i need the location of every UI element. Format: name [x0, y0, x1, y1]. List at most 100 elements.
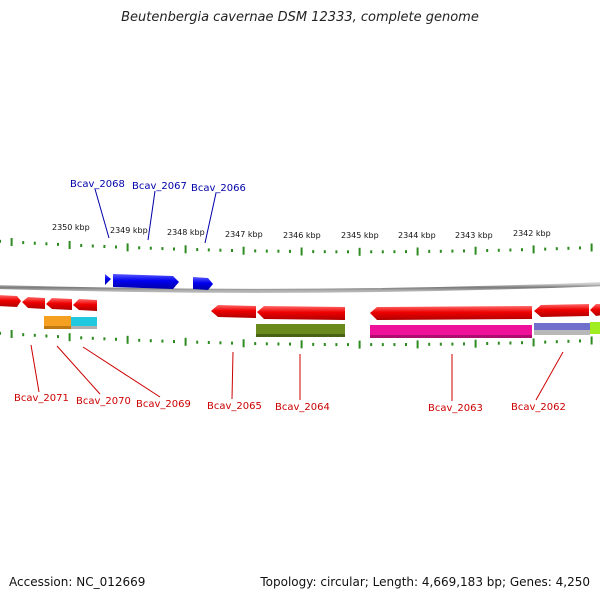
major-tick-top: [242, 246, 245, 255]
minor-tick-top: [103, 245, 106, 248]
minor-tick-top: [393, 250, 396, 254]
scale-label-2350kbp: 2350 kbp: [52, 223, 90, 232]
leader-line-bcav-2066: [204, 192, 217, 244]
gene-bcav-2067-arrow[interactable]: [113, 274, 179, 289]
minor-tick-bottom: [277, 342, 280, 346]
minor-tick-top: [463, 249, 465, 253]
scale-label-2346kbp: 2346 kbp: [283, 231, 321, 240]
minor-tick-top: [579, 246, 581, 250]
minor-tick-bottom: [567, 339, 570, 343]
cog-bar-bcav-2063: [370, 325, 532, 338]
minor-tick-top: [370, 250, 373, 254]
minor-tick-bottom: [80, 336, 83, 340]
minor-tick-bottom: [347, 343, 349, 347]
scale-ticks-top: [0, 238, 593, 256]
cog-bar-bcav-2063-shade: [370, 335, 532, 338]
leader-line-bcav-2071: [30, 344, 40, 393]
scale-label-2345kbp: 2345 kbp: [341, 231, 379, 240]
minor-tick-top: [347, 250, 349, 254]
major-tick-bottom: [126, 335, 129, 344]
minor-tick-bottom: [370, 343, 373, 347]
minor-tick-top: [91, 244, 94, 248]
minor-tick-bottom: [579, 339, 581, 343]
gene-bcav-2069b-arrow[interactable]: [73, 299, 97, 311]
minor-tick-bottom: [45, 334, 48, 338]
minor-tick-top: [265, 249, 268, 253]
minor-tick-top: [521, 248, 523, 252]
minor-tick-bottom: [231, 341, 233, 345]
minor-tick-top: [555, 247, 558, 251]
minor-tick-top: [33, 241, 36, 245]
major-tick-bottom: [532, 338, 535, 347]
gene-bcav-2070-arrow[interactable]: [22, 297, 45, 309]
leader-line-bcav-2069: [82, 346, 161, 398]
major-tick-top: [358, 247, 361, 256]
minor-tick-bottom: [91, 336, 94, 340]
minor-tick-bottom: [497, 341, 500, 345]
major-tick-bottom: [184, 337, 187, 346]
gene-label-bcav-2067[interactable]: Bcav_2067: [132, 181, 187, 192]
minor-tick-bottom: [0, 331, 1, 335]
minor-tick-top: [323, 250, 326, 254]
gene-bcav-2064-arrow[interactable]: [257, 306, 345, 320]
gene-label-bcav-2070[interactable]: Bcav_2070: [76, 396, 131, 407]
gene-bcav-2069-arrow[interactable]: [46, 298, 72, 310]
accession-text: Accession: NC_012669: [9, 575, 146, 589]
minor-tick-top: [439, 249, 442, 253]
minor-tick-top: [219, 248, 222, 252]
minor-tick-top: [161, 247, 164, 251]
minor-tick-bottom: [521, 341, 523, 345]
gene-bcav-2063-arrow[interactable]: [370, 306, 532, 320]
gene-partial-arrow[interactable]: [590, 304, 600, 316]
gene-bcav-2065-arrow[interactable]: [211, 305, 256, 318]
major-tick-bottom: [300, 340, 303, 349]
map-title: Beutenbergia cavernae DSM 12333, complet…: [121, 10, 479, 25]
gene-label-bcav-2065[interactable]: Bcav_2065: [207, 401, 262, 412]
major-tick-top: [474, 246, 477, 255]
cog-bar-bcav-2062-shade: [534, 330, 590, 335]
minor-tick-bottom: [57, 335, 59, 339]
minor-tick-bottom: [486, 342, 489, 345]
gene-bcav-2062-arrow[interactable]: [534, 304, 589, 317]
minor-tick-bottom: [196, 340, 199, 344]
gene-label-bcav-2066[interactable]: Bcav_2066: [191, 183, 246, 194]
minor-tick-top: [0, 239, 1, 243]
minor-tick-bottom: [428, 342, 431, 346]
gene-label-bcav-2063[interactable]: Bcav_2063: [428, 403, 483, 414]
major-tick-top: [184, 245, 187, 254]
cog-bar-bcav-2064: [256, 324, 345, 337]
minor-tick-top: [80, 244, 83, 247]
minor-tick-top: [428, 249, 431, 253]
major-tick-bottom: [358, 340, 361, 349]
gene-label-bcav-2069[interactable]: Bcav_2069: [136, 399, 191, 410]
leader-line-bcav-2070: [56, 345, 101, 395]
gene-label-bcav-2064[interactable]: Bcav_2064: [275, 402, 330, 413]
minor-tick-top: [231, 249, 233, 252]
minor-tick-bottom: [115, 337, 117, 341]
gene-bcav-2066-arrow[interactable]: [193, 277, 213, 290]
gene-label-bcav-2071[interactable]: Bcav_2071: [14, 393, 69, 404]
minor-tick-bottom: [289, 342, 291, 346]
gene-label-bcav-2068[interactable]: Bcav_2068: [70, 179, 125, 190]
major-tick-top: [532, 245, 535, 254]
minor-tick-top: [335, 250, 338, 254]
minor-tick-bottom: [381, 343, 384, 347]
minor-tick-bottom: [22, 333, 25, 337]
minor-tick-bottom: [555, 340, 558, 344]
minor-tick-bottom: [323, 343, 326, 346]
minor-tick-bottom: [544, 340, 547, 344]
minor-tick-bottom: [405, 343, 407, 346]
gene-bcav-2068-arrow[interactable]: [105, 274, 111, 285]
major-tick-bottom: [474, 339, 477, 348]
scale-label-2343kbp: 2343 kbp: [455, 231, 493, 240]
minor-tick-top: [57, 242, 59, 246]
minor-tick-top: [381, 250, 384, 254]
minor-tick-bottom: [393, 343, 396, 347]
gene-bcav-2071-arrow[interactable]: [0, 295, 21, 307]
gene-label-bcav-2062[interactable]: Bcav_2062: [511, 402, 566, 413]
minor-tick-top: [138, 246, 141, 250]
scale-label-2349kbp: 2349 kbp: [110, 226, 148, 235]
leader-line-bcav-2067: [147, 190, 156, 241]
major-tick-top: [590, 243, 593, 252]
